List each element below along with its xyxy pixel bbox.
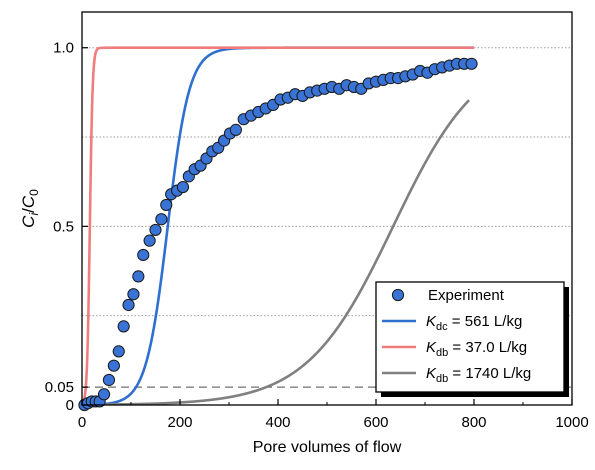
y-tick-label: 0.05 [45, 379, 74, 396]
experiment-point [137, 248, 150, 262]
experiment-point [149, 223, 162, 237]
x-tick-label: 200 [167, 414, 192, 431]
x-tick-label: 400 [265, 414, 290, 431]
legend-marker [391, 288, 405, 302]
experiment-point [127, 288, 140, 301]
experiment-point [112, 345, 125, 358]
y-tick-label: 1.0 [53, 40, 74, 57]
legend-label: Kdb = 37.0 L/kg [426, 339, 527, 359]
x-tick-label: 1000 [555, 414, 588, 431]
experiment-point [229, 123, 242, 136]
experiment-point [143, 234, 156, 247]
y-tick-label: 0.5 [53, 218, 74, 235]
experiment-point [465, 57, 478, 70]
x-tick-label: 600 [363, 414, 388, 431]
curves-group [82, 46, 474, 405]
experiment-point [107, 359, 120, 372]
legend-label: Kdb = 1740 L/kg [426, 365, 531, 385]
x-axis-label: Pore volumes of flow [253, 439, 402, 456]
experiment-point [122, 298, 135, 312]
experiment-point [97, 388, 111, 401]
legend-label: Experiment [428, 287, 505, 304]
curve-kdb1740 [82, 99, 471, 405]
legend-label: Kdc = 561 L/kg [426, 313, 522, 333]
y-axis-label: Ci/C0 [19, 189, 41, 228]
experiment-point [117, 320, 130, 333]
experiment-point [155, 213, 168, 226]
x-tick-label: 0 [78, 414, 86, 431]
x-tick-label: 800 [461, 414, 486, 431]
y-tick-label: 0 [66, 397, 74, 414]
experiment-point [102, 373, 116, 387]
experiment-point [160, 198, 173, 212]
experiment-point [176, 180, 190, 194]
curve-kdb37 [82, 46, 474, 405]
experiment-point [132, 270, 145, 283]
